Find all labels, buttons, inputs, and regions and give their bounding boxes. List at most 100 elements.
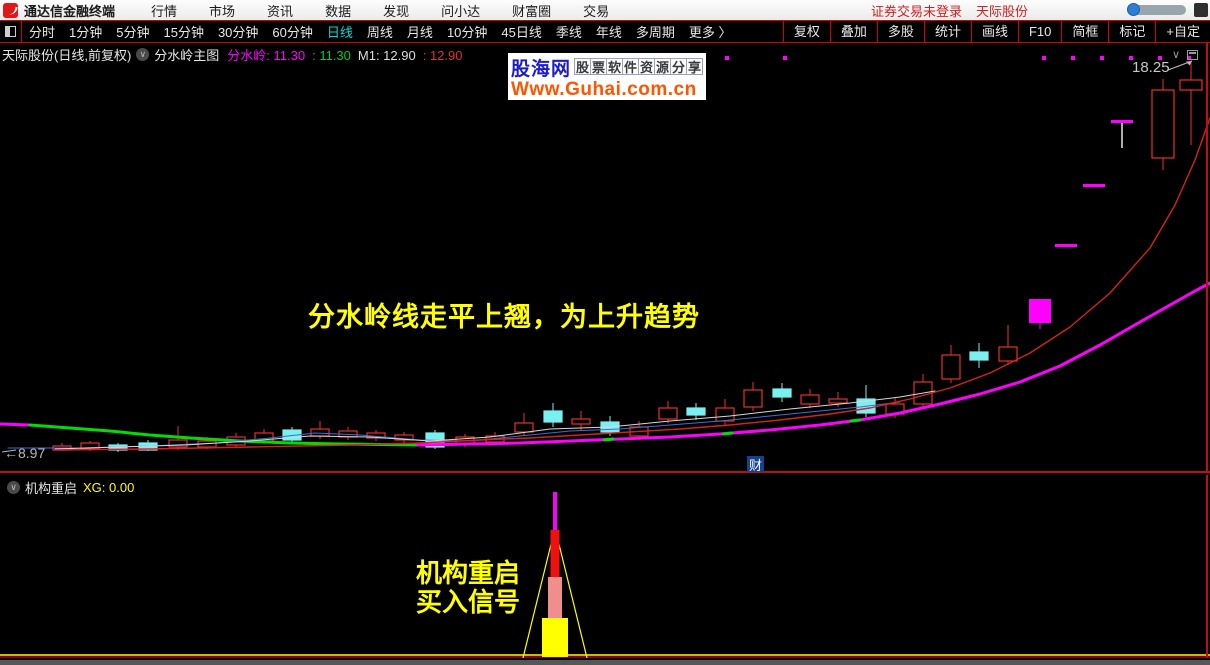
new-high-dot	[783, 56, 787, 60]
period-item-7[interactable]: 周线	[366, 25, 393, 40]
period-item-0[interactable]: 分时	[29, 25, 56, 40]
new-high-dot	[1042, 56, 1046, 60]
divide-line-rising	[416, 281, 1210, 447]
sub-chart-canvas[interactable]	[0, 475, 1210, 658]
indicator-value-3: : 12.90	[422, 48, 463, 63]
indicator-value-2: M1: 12.90	[357, 48, 416, 63]
toolbar-divider	[21, 21, 22, 42]
period-item-8[interactable]: 月线	[406, 25, 433, 40]
period-item-1[interactable]: 1分钟	[69, 25, 103, 40]
login-status[interactable]: 证券交易未登录	[870, 3, 962, 19]
period-toolbar: 分时 1分钟 5分钟 15分钟 30分钟 60分钟 日线 周线 月线 10分钟 45日线 季线 年线 多周…	[0, 20, 1210, 43]
tool-item-3[interactable]: 统计	[923, 21, 971, 42]
new-high-dot	[1187, 56, 1191, 60]
main-chart-header: 天际股份(日线,前复权) ∨ 分水岭主图 分水岭: 11.30: 11.30 M1…	[2, 45, 469, 64]
signal-annotation-line2: 买入信号	[415, 587, 520, 617]
tool-item-7[interactable]: 标记	[1108, 21, 1155, 42]
period-item-10[interactable]: 45日线	[501, 25, 542, 40]
candle-body	[1151, 89, 1175, 159]
period-item-14[interactable]: 更多 〉	[688, 25, 732, 40]
indicator-title[interactable]: 分水岭主图	[154, 48, 220, 63]
period-item-4[interactable]: 30分钟	[217, 25, 259, 40]
tool-item-6[interactable]: 简框	[1061, 21, 1108, 42]
candle-body	[686, 407, 706, 416]
menu-item-1[interactable]: 市场	[209, 3, 236, 19]
candle-body	[310, 428, 330, 437]
period-item-5[interactable]: 60分钟	[272, 25, 313, 40]
watermark-url: Www.Guhai.com.cn	[511, 79, 697, 100]
watermark-tagline-char-1: 票	[590, 58, 608, 75]
menu-item-4[interactable]: 发现	[383, 3, 410, 19]
menu-item-7[interactable]: 交易	[583, 3, 610, 19]
divide-green-tick-1	[602, 437, 615, 442]
tool-item-8[interactable]: +自定	[1155, 21, 1210, 42]
panel-layout-icon[interactable]	[5, 26, 16, 37]
app-logo-icon	[3, 2, 18, 18]
menu-item-6[interactable]: 财富圈	[512, 3, 552, 19]
watermark-tagline-char-7: 享	[686, 58, 704, 75]
divide-green-tick-2	[721, 431, 734, 436]
high-arrow-head	[1186, 61, 1192, 66]
menu-item-5[interactable]: 问小达	[441, 3, 481, 19]
menu-item-0[interactable]: 行情	[151, 3, 178, 19]
candle-body	[658, 407, 678, 420]
candle-body	[941, 354, 961, 380]
window-toggle[interactable]	[1127, 3, 1186, 16]
candle-body	[514, 422, 534, 433]
period-item-6[interactable]: 日线	[326, 25, 353, 40]
menu-item-3[interactable]: 数据	[325, 3, 352, 19]
signal-bar-2	[548, 577, 562, 618]
watermark-tagline-char-6: 分	[670, 58, 688, 75]
candle-body	[743, 389, 763, 408]
period-item-2[interactable]: 5分钟	[116, 25, 150, 40]
menu-item-2[interactable]: 资讯	[267, 3, 294, 19]
new-high-dot	[1158, 56, 1162, 60]
watermark-tagline-char-2: 软	[606, 58, 624, 75]
sub-panel-title[interactable]: 机构重启	[25, 481, 78, 496]
period-item-13[interactable]: 多周期	[635, 25, 675, 40]
divide-green-tick-3	[849, 418, 862, 423]
tool-item-1[interactable]: 叠加	[829, 21, 877, 42]
tool-item-5[interactable]: F10	[1017, 21, 1061, 42]
window-corner-button[interactable]	[1194, 3, 1208, 17]
tool-item-4[interactable]: 画线	[970, 21, 1018, 42]
candle-body	[828, 398, 848, 404]
signal-bar-0	[553, 492, 557, 530]
tool-item-2[interactable]: 多股	[876, 21, 924, 42]
one-price-candle	[1083, 184, 1105, 187]
candle-body	[969, 351, 989, 361]
one-price-candle	[1055, 244, 1077, 247]
watermark-tagline-char-0: 股	[574, 58, 592, 75]
watermark: 股海网 股票软件资源分享 Www.Guhai.com.cn	[508, 53, 707, 100]
chart-corner-window-icon[interactable]	[1187, 49, 1198, 60]
sub-collapse-chevron-icon[interactable]: ∨	[7, 481, 20, 494]
period-item-9[interactable]: 10分钟	[446, 25, 488, 40]
period-item-3[interactable]: 15分钟	[163, 25, 204, 40]
cai-event-marker[interactable]: 财	[747, 456, 764, 473]
watermark-site: 股海网	[511, 59, 572, 80]
period-item-12[interactable]: 年线	[595, 25, 622, 40]
watermark-tagline-char-3: 件	[622, 58, 640, 75]
menubar-right: 证券交易未登录 天际股份	[871, 1, 1210, 20]
candle-body	[571, 418, 591, 425]
period-item-11[interactable]: 季线	[555, 25, 582, 40]
stock-name-label: 天际股份	[975, 3, 1028, 19]
chart-corner-chevron-icon[interactable]: ∨	[1171, 49, 1180, 61]
collapse-chevron-icon[interactable]: ∨	[136, 48, 150, 61]
toggle-knob-icon	[1127, 3, 1140, 16]
signal-bar-3	[542, 618, 568, 657]
main-chart-panel: 天际股份(日线,前复权) ∨ 分水岭主图 分水岭: 11.30: 11.30 M1…	[0, 43, 1210, 473]
indicator-values: 分水岭: 11.30: 11.30 M1: 12.90: 12.90	[227, 45, 469, 64]
sub-panel-header: ∨ 机构重启 XG: 0.00	[2, 478, 134, 497]
candle-body	[772, 388, 792, 398]
sub-indicator-panel: ∨ 机构重启 XG: 0.00 机构重启 买入信号	[0, 475, 1210, 658]
chart-tools: 复权 叠加 多股 统计 画线 F10 简框 标记 +自定	[782, 21, 1210, 42]
chart-corner-controls: ∨	[1172, 48, 1198, 61]
candle-body	[543, 410, 563, 423]
tool-item-0[interactable]: 复权	[782, 21, 830, 42]
new-high-dot	[1129, 56, 1133, 60]
signal-annotation-line1: 机构重启	[415, 558, 520, 588]
main-chart-canvas[interactable]	[0, 43, 1210, 473]
t-candle-top	[1111, 120, 1133, 123]
low-arrow-icon	[1, 449, 17, 453]
